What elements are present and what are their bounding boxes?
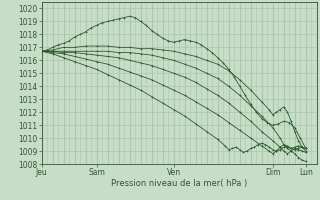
- X-axis label: Pression niveau de la mer( hPa ): Pression niveau de la mer( hPa ): [111, 179, 247, 188]
